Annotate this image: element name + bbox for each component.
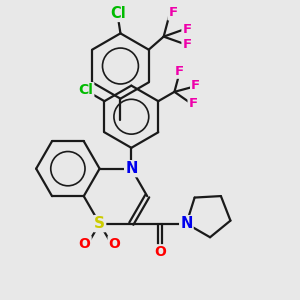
- Text: F: F: [191, 79, 200, 92]
- Text: N: N: [180, 216, 193, 231]
- Text: F: F: [182, 23, 192, 36]
- Text: O: O: [79, 237, 91, 251]
- Text: O: O: [109, 237, 121, 251]
- Text: Cl: Cl: [110, 6, 126, 21]
- Text: N: N: [125, 161, 137, 176]
- Text: F: F: [189, 97, 198, 110]
- Text: F: F: [168, 7, 178, 20]
- Text: F: F: [174, 65, 183, 78]
- Text: F: F: [182, 38, 192, 51]
- Text: Cl: Cl: [78, 83, 93, 97]
- Text: O: O: [154, 245, 166, 259]
- Text: S: S: [94, 216, 105, 231]
